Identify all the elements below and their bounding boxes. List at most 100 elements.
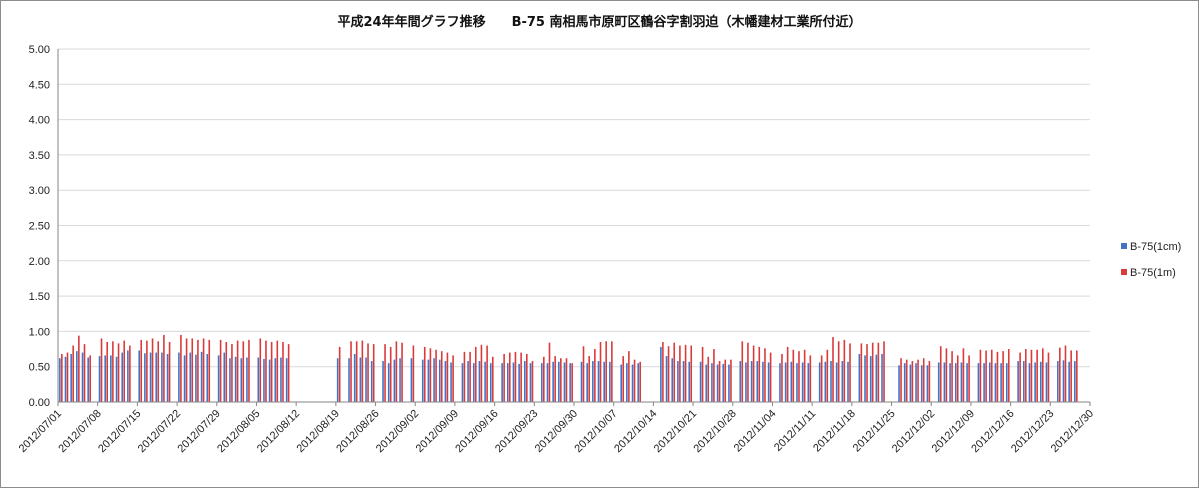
bar-1m (968, 355, 970, 402)
bar-1cm (620, 364, 622, 402)
x-tick-label: 2012/11/04 (732, 408, 779, 455)
bar-1cm (234, 356, 237, 402)
bar-1cm (353, 353, 356, 402)
bar-1cm (881, 353, 883, 402)
bar-1cm (631, 364, 634, 402)
bar-1cm (580, 361, 583, 402)
bar-1m (225, 341, 228, 402)
bar-1cm (824, 361, 827, 402)
bar-1cm (756, 361, 759, 402)
bar-1m (871, 342, 874, 402)
bar-1m (611, 341, 613, 402)
bar-1m (185, 338, 188, 402)
bar-1m (520, 352, 522, 402)
bar-1m (61, 353, 63, 402)
bar-1cm (104, 355, 106, 402)
bar-1m (1064, 345, 1067, 402)
y-tick-label: 0.00 (29, 397, 50, 409)
bar-1m (843, 339, 846, 402)
bar-1m (350, 341, 352, 402)
bar-1m (928, 361, 931, 402)
bar-1m (990, 349, 993, 402)
bar-1m (985, 350, 987, 402)
bar-1cm (1034, 362, 1036, 402)
x-tick-label: 2012/10/28 (691, 408, 738, 455)
x-tick-labels: 2012/07/012012/07/082012/07/152012/07/22… (17, 402, 1096, 455)
bar-1cm (603, 361, 605, 402)
bar-1m (463, 351, 466, 402)
bar-1cm (915, 363, 917, 402)
bar-1m (1007, 349, 1010, 402)
bar-1m (117, 343, 120, 402)
bar-1cm (524, 361, 526, 402)
bar-1cm (937, 362, 940, 402)
bar-1cm (438, 359, 441, 402)
bar-1cm (223, 352, 226, 402)
bar-1cm (70, 353, 72, 402)
bar-1cm (200, 351, 203, 402)
bar-1m (1059, 347, 1061, 402)
bar-1cm (1074, 361, 1076, 402)
bar-1cm (257, 357, 260, 402)
bar-1cm (682, 361, 685, 402)
bar-1cm (336, 358, 339, 402)
bar-1m (724, 359, 727, 402)
bar-1m (197, 339, 199, 402)
bar-1cm (76, 351, 78, 402)
bar-1cm (229, 358, 231, 402)
bar-1cm (835, 362, 838, 402)
bar-1m (112, 341, 114, 402)
bar-1m (151, 338, 154, 402)
bar-1m (764, 348, 766, 402)
y-tick-label: 4.50 (29, 79, 50, 91)
bar-1cm (268, 359, 271, 402)
bar-1cm (858, 353, 861, 402)
bar-1cm (983, 363, 985, 402)
bar-1m (730, 359, 732, 402)
bar-1cm (954, 363, 957, 402)
bar-1m (1002, 351, 1004, 402)
legend-label-1cm: B-75(1cm) (1130, 241, 1181, 253)
bar-1m (531, 361, 534, 402)
bar-1m (157, 341, 160, 402)
bar-1cm (790, 361, 793, 402)
bar-1m (276, 340, 279, 402)
bar-1cm (444, 361, 447, 402)
bar-1m (282, 341, 284, 402)
bar-1cm (387, 363, 390, 402)
bar-1m (372, 344, 375, 402)
bar-1cm (1040, 361, 1042, 402)
bar-1m (1019, 352, 1021, 402)
bar-1m (389, 346, 392, 402)
bar-1cm (382, 361, 384, 402)
bar-1m (905, 359, 908, 402)
bar-1cm (450, 362, 452, 402)
bar-1cm (370, 361, 373, 402)
bar-1m (508, 352, 511, 402)
bar-1cm (864, 355, 866, 402)
bar-1m (1042, 348, 1044, 402)
bar-1m (446, 352, 449, 402)
bar-1cm (909, 364, 912, 402)
bar-1m (605, 341, 607, 402)
bar-1m (832, 337, 834, 402)
bar-1cm (966, 363, 968, 402)
bar-1m (594, 349, 596, 402)
bar-1m (168, 341, 171, 402)
bar-1m (673, 342, 676, 402)
bar-1cm (110, 355, 112, 402)
grid-lines (58, 48, 1090, 403)
bar-1m (146, 340, 148, 402)
bar-1m (849, 343, 851, 402)
x-tick-label: 2012/12/30 (1049, 408, 1096, 455)
bar-1m (100, 338, 103, 402)
bar-1cm (722, 363, 725, 402)
bar-1m (911, 361, 914, 402)
bar-1m (588, 356, 590, 402)
bar-1cm (399, 358, 401, 402)
bar-1cm (421, 359, 424, 402)
bar-1m (1024, 349, 1027, 402)
bar-1cm (830, 361, 832, 402)
bar-1cm (506, 363, 509, 402)
